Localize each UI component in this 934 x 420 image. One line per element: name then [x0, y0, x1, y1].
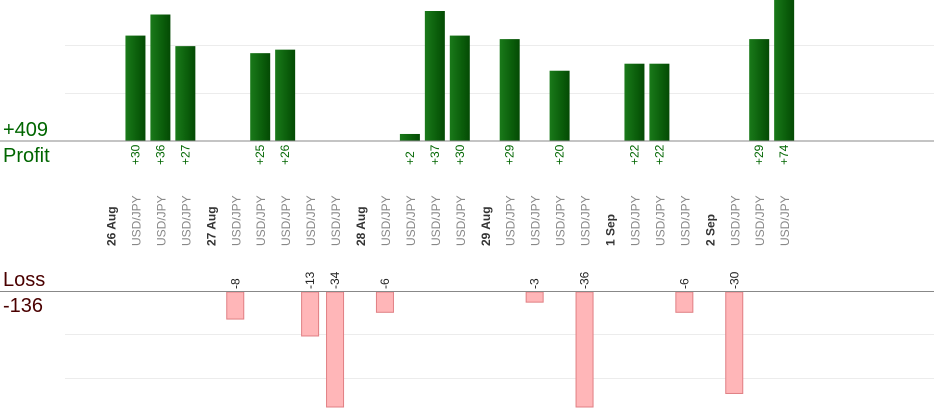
- profit-bar: [449, 35, 470, 142]
- pair-label: USD/JPY: [529, 195, 543, 246]
- profit-total: +409: [3, 119, 49, 141]
- loss-total: -136: [3, 295, 44, 317]
- pair-label: USD/JPY: [429, 195, 443, 246]
- pair-label: USD/JPY: [753, 195, 767, 246]
- profit-bar: [125, 35, 146, 142]
- date-label: 27 Aug: [204, 206, 218, 246]
- pair-label: USD/JPY: [628, 195, 642, 246]
- profit-value-label: +26: [278, 144, 292, 165]
- loss-value-label: -34: [328, 271, 342, 289]
- profit-value-label: +30: [128, 144, 142, 165]
- pair-label: USD/JPY: [554, 195, 568, 246]
- pair-label: USD/JPY: [504, 195, 518, 246]
- pair-label: USD/JPY: [778, 195, 792, 246]
- profit-bar: [649, 63, 670, 142]
- loss-value-label: -36: [578, 271, 592, 289]
- loss-value-label: -8: [228, 278, 242, 289]
- profit-label: Profit: [3, 145, 50, 167]
- profit-bar: [499, 39, 520, 141]
- pair-label: USD/JPY: [329, 195, 343, 246]
- profit-value-label: +22: [627, 144, 641, 165]
- date-label: 2 Sep: [703, 214, 717, 246]
- profit-bar: [624, 63, 645, 142]
- loss-bar: [725, 291, 744, 394]
- profit-bar: [774, 0, 795, 141]
- profit-value-label: +74: [777, 144, 791, 165]
- profit-bar: [275, 49, 296, 141]
- loss-bar: [375, 291, 394, 313]
- date-label: 26 Aug: [105, 206, 119, 246]
- pair-label: USD/JPY: [653, 195, 667, 246]
- profit-bar: [150, 14, 171, 142]
- loss-value-label: -6: [677, 278, 691, 289]
- trade-labels: 26 Aug USD/JPY +30 USD/JPY +36 USD/JPY +27 27 A…: [105, 144, 793, 289]
- profit-value-label: +30: [453, 144, 467, 165]
- profit-bar: [175, 46, 196, 142]
- profit-value-label: +36: [153, 144, 167, 165]
- profit-bar: [549, 70, 570, 141]
- pair-label: USD/JPY: [254, 195, 268, 246]
- pair-label: USD/JPY: [728, 195, 742, 246]
- pair-label: USD/JPY: [678, 195, 692, 246]
- profit-value-label: +22: [652, 144, 666, 165]
- pair-label: USD/JPY: [379, 195, 393, 246]
- loss-value-label: -6: [378, 278, 392, 289]
- loss-value-label: -13: [303, 271, 317, 289]
- loss-bar: [525, 291, 544, 303]
- date-label: 29 Aug: [479, 206, 493, 246]
- loss-value-label: -30: [727, 271, 741, 289]
- loss-bar: [301, 291, 320, 337]
- date-label: 28 Aug: [354, 206, 368, 246]
- profit-bar: [749, 39, 770, 141]
- profit-value-label: +29: [503, 144, 517, 165]
- profit-bar: [250, 53, 271, 141]
- pair-label: USD/JPY: [579, 195, 593, 246]
- pair-label: USD/JPY: [279, 195, 293, 246]
- trade-bars: [125, 0, 795, 408]
- profit-value-label: +27: [178, 144, 192, 165]
- pair-label: USD/JPY: [454, 195, 468, 246]
- pair-label: USD/JPY: [129, 195, 143, 246]
- loss-bar: [575, 291, 594, 408]
- profit-bar: [399, 133, 420, 141]
- loss-bar: [326, 291, 345, 408]
- profit-value-label: +2: [403, 151, 417, 165]
- pair-label: USD/JPY: [229, 195, 243, 246]
- pair-label: USD/JPY: [404, 195, 418, 246]
- profit-value-label: +25: [253, 144, 267, 165]
- pair-label: USD/JPY: [304, 195, 318, 246]
- pair-label: USD/JPY: [154, 195, 168, 246]
- profit-bar: [424, 11, 445, 141]
- profit-value-label: +20: [553, 144, 567, 165]
- loss-value-label: -3: [528, 278, 542, 289]
- profit-value-label: +29: [752, 144, 766, 165]
- loss-bar: [675, 291, 694, 313]
- loss-bar: [226, 291, 245, 320]
- date-label: 1 Sep: [604, 214, 618, 246]
- loss-label: Loss: [3, 269, 46, 291]
- profit-value-label: +37: [428, 144, 442, 165]
- pair-label: USD/JPY: [179, 195, 193, 246]
